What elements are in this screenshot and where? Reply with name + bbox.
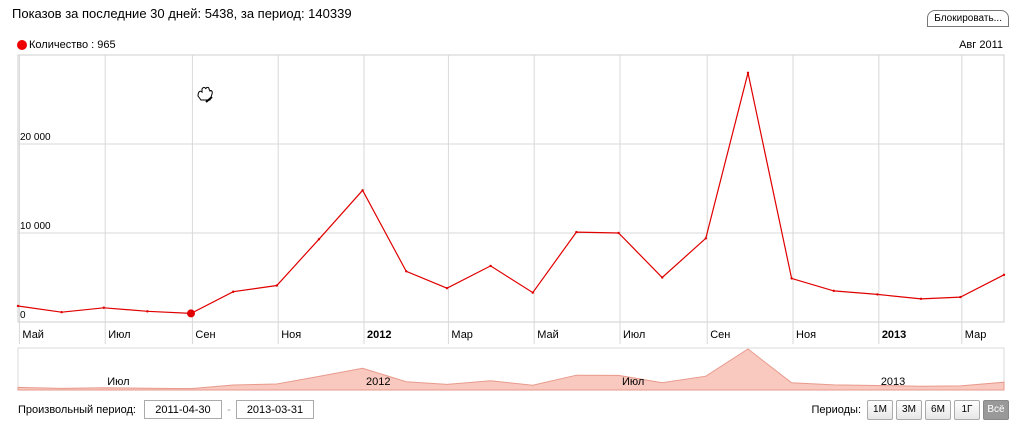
data-point [146,310,149,313]
hover-date-label: Авг 2011 [959,39,1003,51]
x-tick-label: Июл [623,329,645,341]
x-tick-label: Май [22,329,44,341]
data-point [102,306,106,309]
end-date-input[interactable] [235,400,314,419]
data-point [405,270,408,273]
summary-text: Показов за последние 30 дней: 5438, за п… [12,6,352,21]
data-point [575,230,578,234]
legend[interactable]: Количество : 965 [17,39,116,51]
x-tick-label: Мар [451,329,473,341]
periods-selector: Периоды: 1М 3М 6М 1Г Всё [811,400,1009,420]
period-1y-button[interactable]: 1Г [954,400,980,420]
plot-area [17,54,1005,323]
data-point [617,231,620,235]
x-tick-label: 2013 [882,329,906,341]
x-tick-label: Ноя [796,329,816,341]
x-tick-label: Сен [195,329,215,341]
y-tick-label: 20 000 [20,132,51,143]
period-6m-button[interactable]: 6М [925,400,951,420]
data-point [876,293,879,296]
data-point [489,264,492,268]
x-tick-label: Июл [108,329,130,341]
data-point [445,286,449,290]
data-point [832,289,836,293]
highlight-point [187,309,196,318]
data-point [16,304,20,308]
x-tick-label: Мар [965,329,987,341]
data-point [275,284,279,287]
x-tick-label: Май [537,329,559,341]
custom-period: Произвольный период: - [18,400,314,419]
data-point [1002,273,1006,277]
navigator-label: Июл [107,376,129,388]
x-tick-label: 2012 [367,329,391,341]
navigator-label: 2012 [366,376,390,388]
data-point [60,311,63,314]
data-point [317,238,321,241]
series-line [17,72,1005,315]
legend-marker-icon [17,40,27,50]
data-point [661,276,664,279]
date-separator: - [227,403,231,416]
data-point [959,295,962,299]
navigator-label: Июл [622,376,644,388]
x-tick-label: Ноя [281,329,301,341]
x-tick-label: Сен [710,329,730,341]
navigator-area-series [17,348,1005,391]
data-point [361,189,364,192]
y-tick-label: 0 [20,310,26,321]
data-point [746,71,750,75]
start-date-input[interactable] [143,400,222,419]
hand-cursor-stroke [205,96,213,103]
data-point [919,297,923,301]
block-button[interactable]: Блокировать... [927,10,1009,27]
legend-label: Количество : 965 [29,39,116,51]
periods-label: Периоды: [811,404,861,416]
period-all-button[interactable]: Всё [983,400,1009,420]
period-1m-button[interactable]: 1М [867,400,893,420]
data-point [531,291,535,294]
hand-cursor-shape [197,86,213,101]
hand-cursor-icon [197,86,213,103]
y-tick-label: 10 000 [20,221,51,232]
data-point [232,290,235,293]
period-3m-button[interactable]: 3М [896,400,922,420]
navigator-label: 2013 [881,376,905,388]
data-point [704,237,708,240]
custom-period-label: Произвольный период: [18,403,136,416]
data-point [790,277,793,280]
